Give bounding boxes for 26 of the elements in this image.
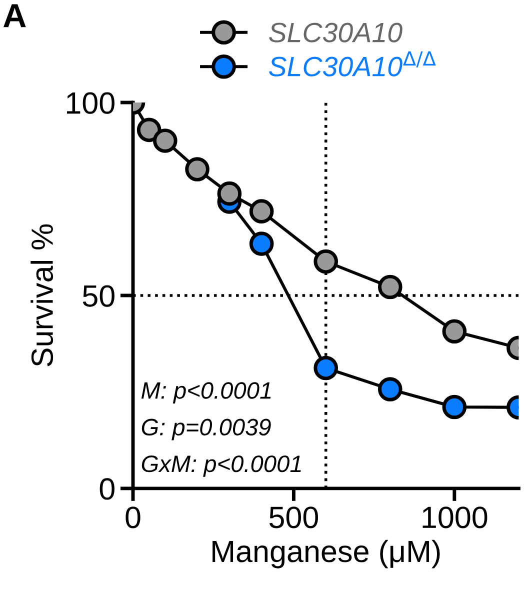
text: A bbox=[3, 4, 26, 28]
point bbox=[378, 274, 402, 300]
point bbox=[249, 232, 274, 256]
y-tick-label: 0 bbox=[100, 478, 114, 500]
x-tick-label: 500 bbox=[269, 506, 318, 528]
point bbox=[136, 118, 162, 142]
point bbox=[249, 199, 274, 224]
annotation: G: p=0.0039 bbox=[142, 418, 271, 440]
point bbox=[185, 157, 210, 182]
x-tick-label: 0 bbox=[126, 506, 140, 528]
y-axis-title: Survival % bbox=[30, 224, 54, 366]
point bbox=[314, 356, 338, 380]
annotation: GxM: p<0.0001 bbox=[142, 455, 301, 477]
annotation: M: p<0.0001 bbox=[141, 382, 271, 404]
point bbox=[217, 181, 242, 206]
legend-label: SLC30A10 bbox=[269, 22, 402, 42]
point bbox=[442, 394, 467, 420]
y-tick-label: 50 bbox=[82, 285, 114, 307]
point bbox=[378, 377, 402, 402]
y-tick-label: 100 bbox=[66, 92, 114, 114]
legend-label: SLC30A10$^{Δ/Δ}$ bbox=[269, 51, 436, 76]
point bbox=[152, 128, 178, 153]
point bbox=[314, 249, 338, 274]
x-axis-title: Manganese (μM) bbox=[212, 540, 440, 568]
x-tick-label: 1000 bbox=[422, 506, 488, 528]
point bbox=[442, 319, 467, 344]
